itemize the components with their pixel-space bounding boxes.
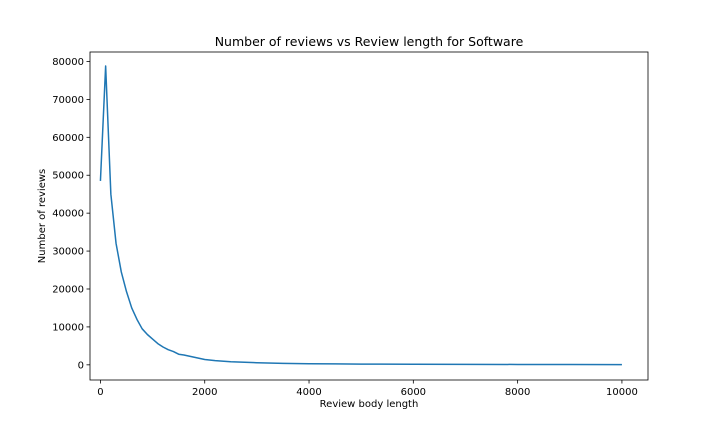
x-tick-label: 8000 — [505, 387, 530, 398]
axes-frame — [89, 51, 649, 381]
y-tick-label: 70000 — [52, 95, 84, 106]
x-tick-label: 2000 — [192, 387, 217, 398]
x-axis-label: Review body length — [320, 399, 419, 410]
plot-area — [89, 51, 649, 381]
y-tick-label: 40000 — [52, 209, 84, 220]
y-axis-label: Number of reviews — [37, 169, 48, 263]
y-axis-ticks: 0 10000 20000 30000 40000 50000 60000 70000 8000… — [52, 57, 90, 371]
y-tick-label: 0 — [78, 360, 84, 371]
x-tick-label: 4000 — [296, 387, 321, 398]
chart-title: Number of reviews vs Review length for S… — [215, 34, 524, 49]
y-tick-label: 10000 — [52, 322, 84, 333]
y-tick-label: 50000 — [52, 171, 84, 182]
y-tick-label: 30000 — [52, 247, 84, 258]
series-line-1 — [99, 65, 622, 366]
y-tick-label: 80000 — [52, 57, 84, 68]
y-tick-label: 20000 — [52, 284, 84, 295]
y-tick-label: 60000 — [52, 133, 84, 144]
x-axis-ticks: 0 2000 4000 6000 8000 10000 — [97, 380, 638, 398]
x-tick-label: 10000 — [606, 387, 638, 398]
x-tick-label: 6000 — [401, 387, 426, 398]
x-tick-label: 0 — [97, 387, 103, 398]
